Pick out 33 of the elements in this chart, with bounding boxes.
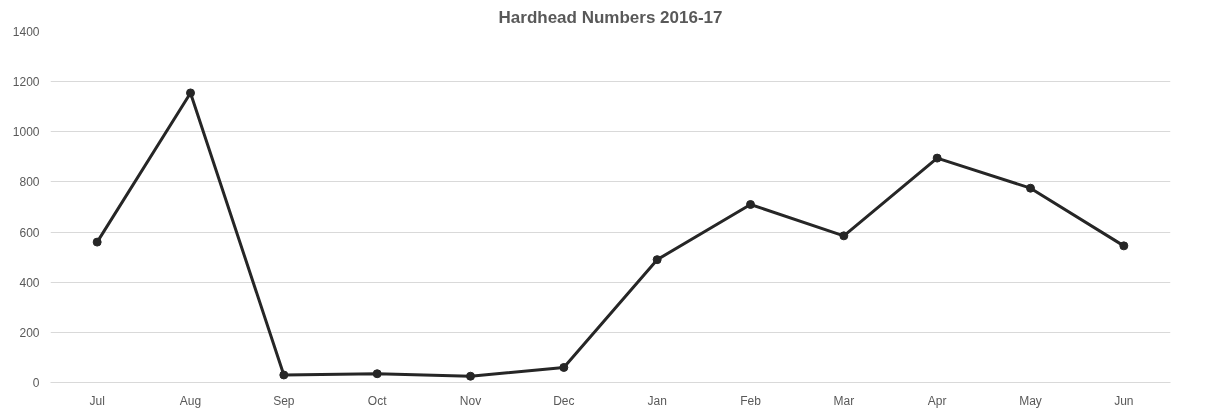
point	[186, 88, 195, 98]
y-tick-label: 800	[19, 175, 40, 190]
chart-title: Hardhead Numbers 2016-17	[498, 7, 723, 27]
y-tick-label: 0	[32, 376, 40, 390]
y-tick-label: 1000	[12, 125, 40, 140]
x-tick-label: May	[1019, 393, 1042, 408]
point	[92, 237, 102, 247]
x-tick-label: Oct	[367, 393, 388, 408]
y-tick-label: 400	[19, 275, 40, 290]
x-tick-label: Nov	[459, 393, 482, 408]
point	[372, 369, 382, 379]
x-tick-label: Apr	[927, 393, 947, 408]
x-tick-label: Feb	[740, 393, 762, 408]
x-tick-label: Jun	[1114, 393, 1134, 408]
x-tick-label: Dec	[553, 393, 575, 408]
x-tick-label: Mar	[833, 393, 855, 408]
point	[559, 362, 569, 372]
x-tick-label: Sep	[273, 393, 295, 408]
x-tick-label: Aug	[179, 393, 202, 408]
point	[652, 255, 662, 265]
point	[466, 371, 475, 381]
point	[1026, 183, 1035, 193]
point	[746, 200, 755, 209]
point	[1119, 241, 1129, 251]
point	[932, 153, 942, 163]
y-tick-label: 1200	[12, 75, 40, 90]
y-tick-label: 1400	[12, 25, 40, 39]
x-tick-label: Jan	[647, 393, 667, 408]
point	[279, 370, 289, 380]
x-tick-label: Jul	[89, 393, 105, 408]
point	[839, 231, 849, 241]
y-tick-label: 200	[19, 325, 40, 340]
y-tick-label: 600	[19, 225, 40, 240]
